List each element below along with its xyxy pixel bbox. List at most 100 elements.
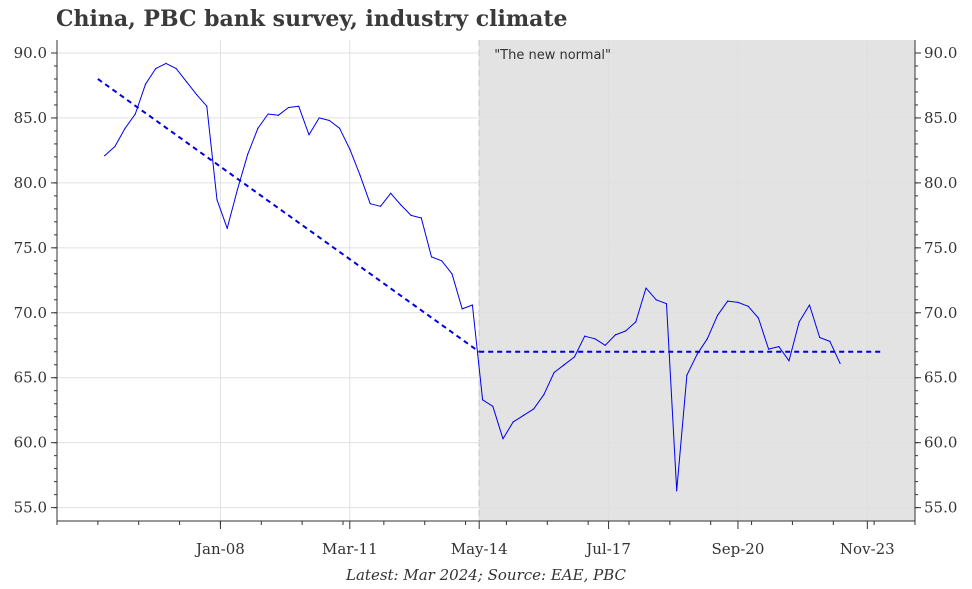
y-tick-label-right: 70.0: [924, 304, 957, 322]
data-point: [185, 80, 187, 83]
new-normal-shaded-region: [479, 40, 915, 521]
data-point: [461, 308, 463, 310]
y-tick-label-left: 90.0: [14, 44, 47, 62]
data-point: [277, 114, 279, 116]
x-tick-label: Jan-08: [194, 540, 245, 558]
chart-title: China, PBC bank survey, industry climate: [56, 6, 568, 32]
data-point: [481, 399, 484, 401]
data-point: [257, 127, 259, 129]
data-point: [226, 227, 228, 229]
data-point: [308, 134, 310, 136]
data-point: [543, 394, 545, 396]
data-point: [808, 304, 811, 306]
data-point: [665, 303, 668, 305]
data-point: [471, 304, 473, 306]
x-tick-label: Mar-11: [322, 540, 378, 558]
data-point: [195, 93, 198, 96]
data-point: [573, 356, 576, 358]
data-point: [645, 287, 647, 289]
y-tick-label-left: 75.0: [14, 239, 47, 257]
data-point: [379, 205, 382, 207]
data-point: [247, 153, 249, 155]
data-point: [104, 155, 106, 157]
data-point: [553, 371, 555, 374]
data-point: [604, 344, 606, 346]
data-point: [410, 214, 412, 216]
y-tick-label-right: 55.0: [924, 499, 957, 517]
data-point: [441, 260, 443, 262]
data-point: [563, 364, 565, 366]
data-point: [298, 105, 300, 107]
data-point: [778, 345, 780, 348]
x-tick-label: Jul-17: [584, 540, 631, 558]
y-tick-label-left: 80.0: [14, 174, 47, 192]
x-tick-label: May-14: [451, 540, 508, 558]
y-tick-label-left: 85.0: [14, 109, 47, 127]
y-tick-label-right: 75.0: [924, 239, 957, 257]
data-point: [512, 421, 514, 423]
data-point: [175, 67, 177, 70]
data-point: [706, 338, 708, 340]
x-tick-label: Sep-20: [711, 540, 764, 558]
data-point: [287, 106, 290, 109]
data-point: [686, 374, 688, 376]
data-point: [267, 113, 269, 115]
data-point: [390, 192, 392, 194]
y-tick-label-right: 85.0: [924, 109, 957, 127]
y-tick-label-left: 55.0: [14, 499, 47, 517]
data-point: [655, 299, 657, 301]
x-tick-label: Nov-23: [840, 540, 895, 558]
data-point: [206, 105, 208, 107]
data-point: [236, 188, 239, 190]
data-point: [716, 314, 719, 316]
data-point: [328, 119, 330, 122]
data-point: [430, 256, 433, 258]
trend-line-1: [97, 78, 480, 353]
data-point: [502, 438, 504, 440]
data-point: [788, 360, 790, 362]
data-point: [216, 199, 218, 201]
data-point: [114, 145, 116, 148]
data-point: [829, 340, 831, 342]
data-point: [144, 83, 147, 85]
data-point: [635, 321, 637, 323]
data-point: [767, 348, 770, 350]
source-caption: Latest: Mar 2024; Source: EAE, PBC: [346, 566, 626, 584]
data-point: [584, 335, 586, 337]
y-tick-label-left: 70.0: [14, 304, 47, 322]
data-point: [420, 217, 422, 219]
data-point: [624, 330, 627, 332]
data-point: [165, 62, 167, 64]
data-point: [451, 273, 453, 275]
data-point: [492, 405, 494, 407]
data-point: [338, 127, 341, 129]
data-point: [155, 67, 157, 70]
data-point: [124, 127, 126, 129]
data-point: [134, 113, 136, 115]
data-point: [318, 117, 320, 119]
data-point: [819, 336, 821, 339]
data-point: [839, 362, 841, 365]
data-point: [737, 301, 739, 303]
y-tick-label-right: 90.0: [924, 44, 957, 62]
data-point: [594, 338, 596, 340]
y-tick-label-right: 60.0: [924, 434, 957, 452]
y-tick-label-left: 60.0: [14, 434, 47, 452]
data-point: [614, 334, 616, 336]
data-point: [349, 148, 351, 150]
data-point: [676, 490, 678, 492]
data-point: [757, 317, 759, 319]
y-tick-label-left: 65.0: [14, 369, 47, 387]
data-point: [369, 203, 371, 205]
data-point: [400, 204, 402, 206]
data-point: [747, 305, 749, 307]
data-point: [522, 414, 525, 416]
data-point: [533, 408, 535, 410]
data-point: [359, 174, 361, 176]
data-point: [727, 300, 729, 302]
data-point: [798, 321, 800, 323]
y-tick-label-right: 80.0: [924, 174, 957, 192]
new-normal-annotation: "The new normal": [494, 48, 611, 63]
data-point: [696, 353, 698, 355]
